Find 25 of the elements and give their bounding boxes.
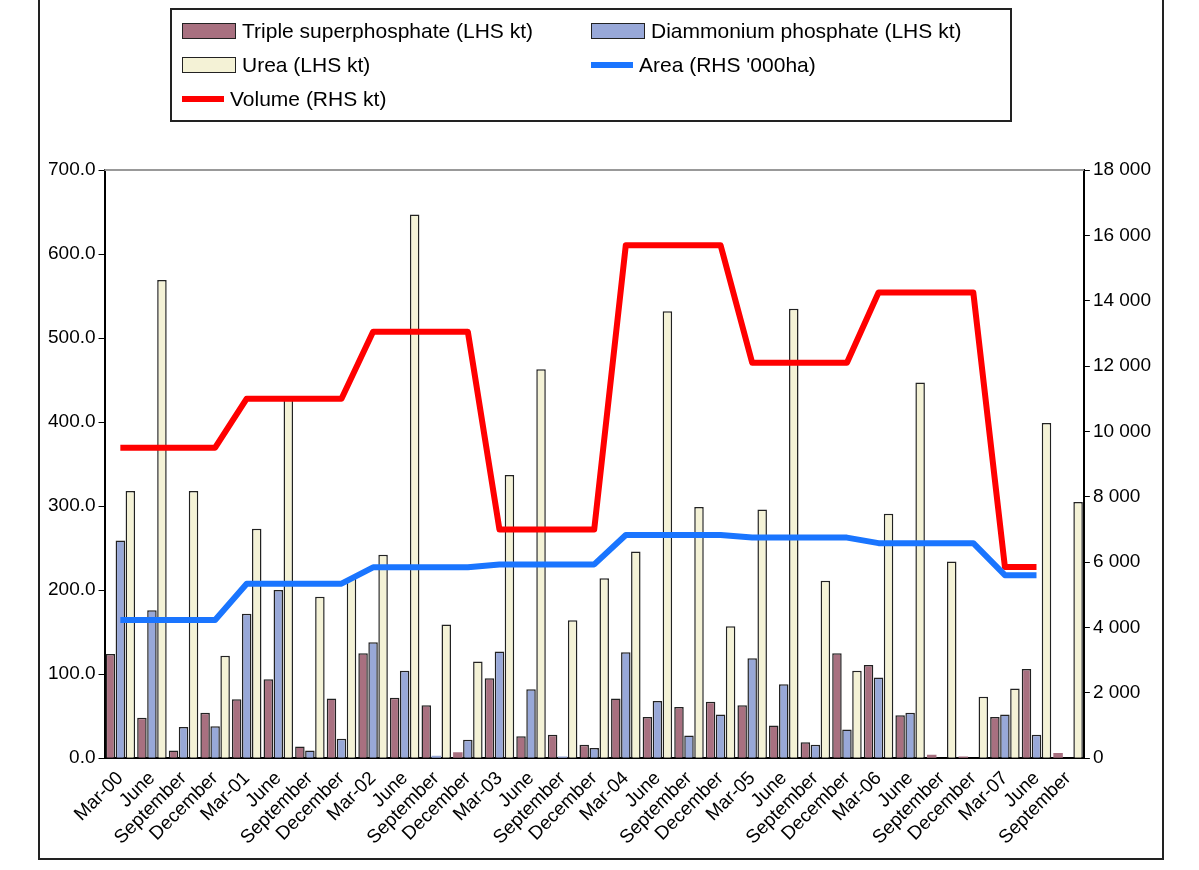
y2-tick-label: 12 000 — [1092, 354, 1152, 376]
y2-tick-label: 16 000 — [1092, 223, 1152, 245]
bar — [1053, 753, 1063, 758]
y2-tick-label: 14 000 — [1092, 288, 1152, 310]
y-tick-label: 100.0 — [48, 662, 96, 684]
y2-tick-label: 4 000 — [1092, 615, 1141, 637]
y2-tick-label: 6 000 — [1092, 550, 1141, 572]
y2-tick-label: 18 000 — [1092, 158, 1152, 180]
legend-label: Volume (RHS kt) — [230, 87, 387, 111]
y-tick-label: 200.0 — [48, 578, 96, 600]
y2-tick-label: 2 000 — [1092, 681, 1141, 703]
bar — [453, 752, 463, 758]
y2-tick-label: 8 000 — [1092, 484, 1141, 506]
legend-label: Triple superphosphate (LHS kt) — [242, 19, 534, 43]
y2-tick-label: 0 — [1092, 746, 1104, 768]
legend-label: Urea (LHS kt) — [242, 53, 371, 77]
y-tick-label: 0.0 — [69, 746, 96, 768]
y-tick-label: 600.0 — [48, 242, 96, 264]
y-tick-label: 400.0 — [48, 410, 96, 432]
legend-label: Area (RHS '000ha) — [639, 53, 816, 77]
y-tick-label: 300.0 — [48, 494, 96, 516]
legend-label: Diammonium phosphate (LHS kt) — [651, 19, 962, 43]
y2-tick-label: 10 000 — [1092, 419, 1152, 441]
y-tick-label: 500.0 — [48, 326, 96, 348]
y-tick-label: 700.0 — [48, 158, 96, 180]
